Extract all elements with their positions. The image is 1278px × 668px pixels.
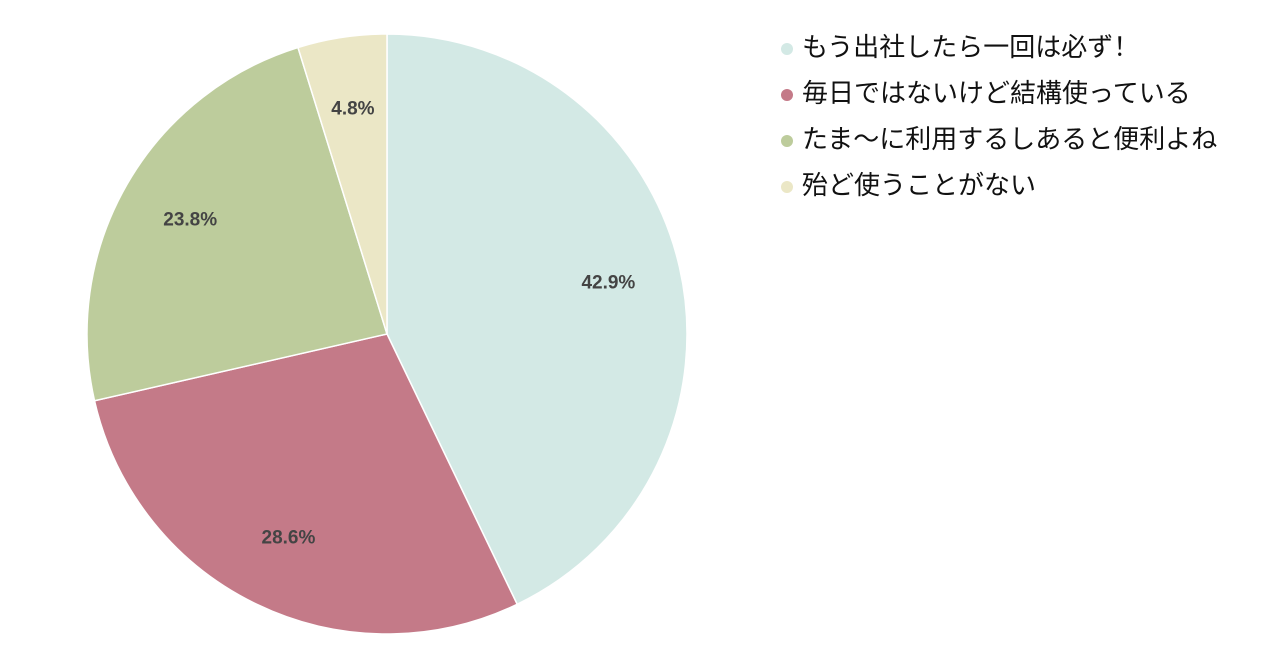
legend-label: たま〜に利用するしあると便利よね xyxy=(802,124,1217,154)
pie-slice xyxy=(386,33,688,606)
data-label: 42.9% xyxy=(581,272,635,293)
legend-label: もう出社したら一回は必ず！ xyxy=(802,32,1139,62)
legend-label: 毎日ではないけど結構使っている xyxy=(802,78,1191,108)
pie-slice xyxy=(93,333,519,635)
pie-slice xyxy=(297,33,388,335)
legend-marker xyxy=(781,89,793,101)
legend-label: 殆ど使うことがない xyxy=(802,170,1036,200)
data-label: 23.8% xyxy=(163,210,217,231)
pie-slice xyxy=(86,46,388,402)
data-label: 4.8% xyxy=(331,98,374,119)
legend-marker xyxy=(781,135,793,147)
legend-marker xyxy=(781,181,793,193)
legend-marker xyxy=(781,43,793,55)
data-label: 28.6% xyxy=(262,528,316,549)
